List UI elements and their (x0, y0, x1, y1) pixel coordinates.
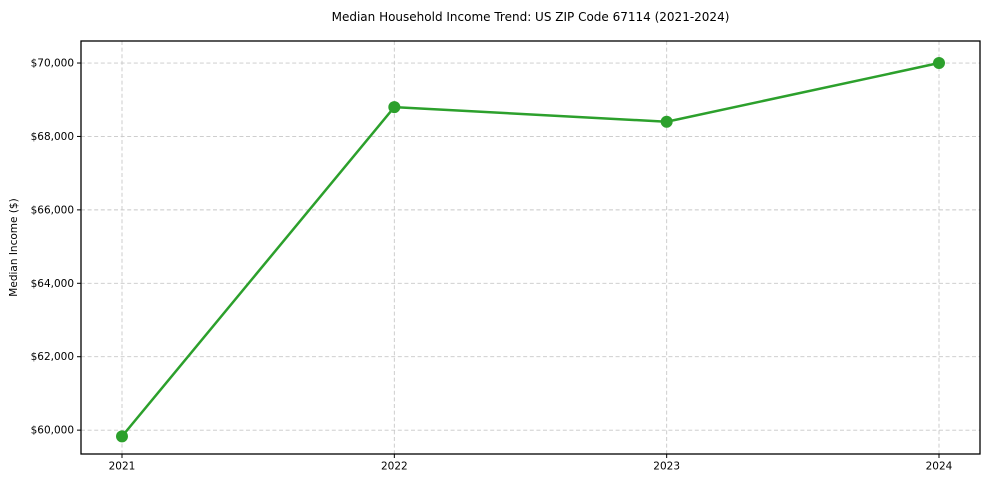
data-point-2022 (388, 101, 401, 114)
x-tick-label: 2023 (653, 461, 680, 473)
tick-labels-group: $60,000 $62,000 $64,000 $66,000 $68,000 $70,0… (31, 58, 953, 473)
x-tick-label: 2022 (381, 461, 408, 473)
chart-title: Median Household Income Trend: US ZIP Co… (332, 10, 730, 24)
data-point-2023 (660, 115, 673, 128)
y-tick-label: $68,000 (31, 131, 74, 143)
plot-frame (80, 40, 981, 455)
y-tick-label: $64,000 (31, 278, 74, 290)
gridlines-group (81, 41, 980, 454)
y-tick-label: $70,000 (31, 58, 74, 70)
data-point-2024 (933, 57, 945, 70)
y-tick-label: $62,000 (31, 351, 74, 363)
y-tick-label: $66,000 (31, 204, 74, 216)
x-tick-label: 2021 (109, 461, 136, 473)
axes-group (77, 40, 981, 458)
data-series-group (116, 57, 945, 443)
trend-line (120, 61, 941, 438)
x-tick-label: 2024 (926, 461, 953, 473)
y-axis-label: Median Income ($) (8, 198, 20, 296)
data-point-2021 (116, 430, 128, 443)
y-tick-label: $60,000 (31, 425, 74, 437)
